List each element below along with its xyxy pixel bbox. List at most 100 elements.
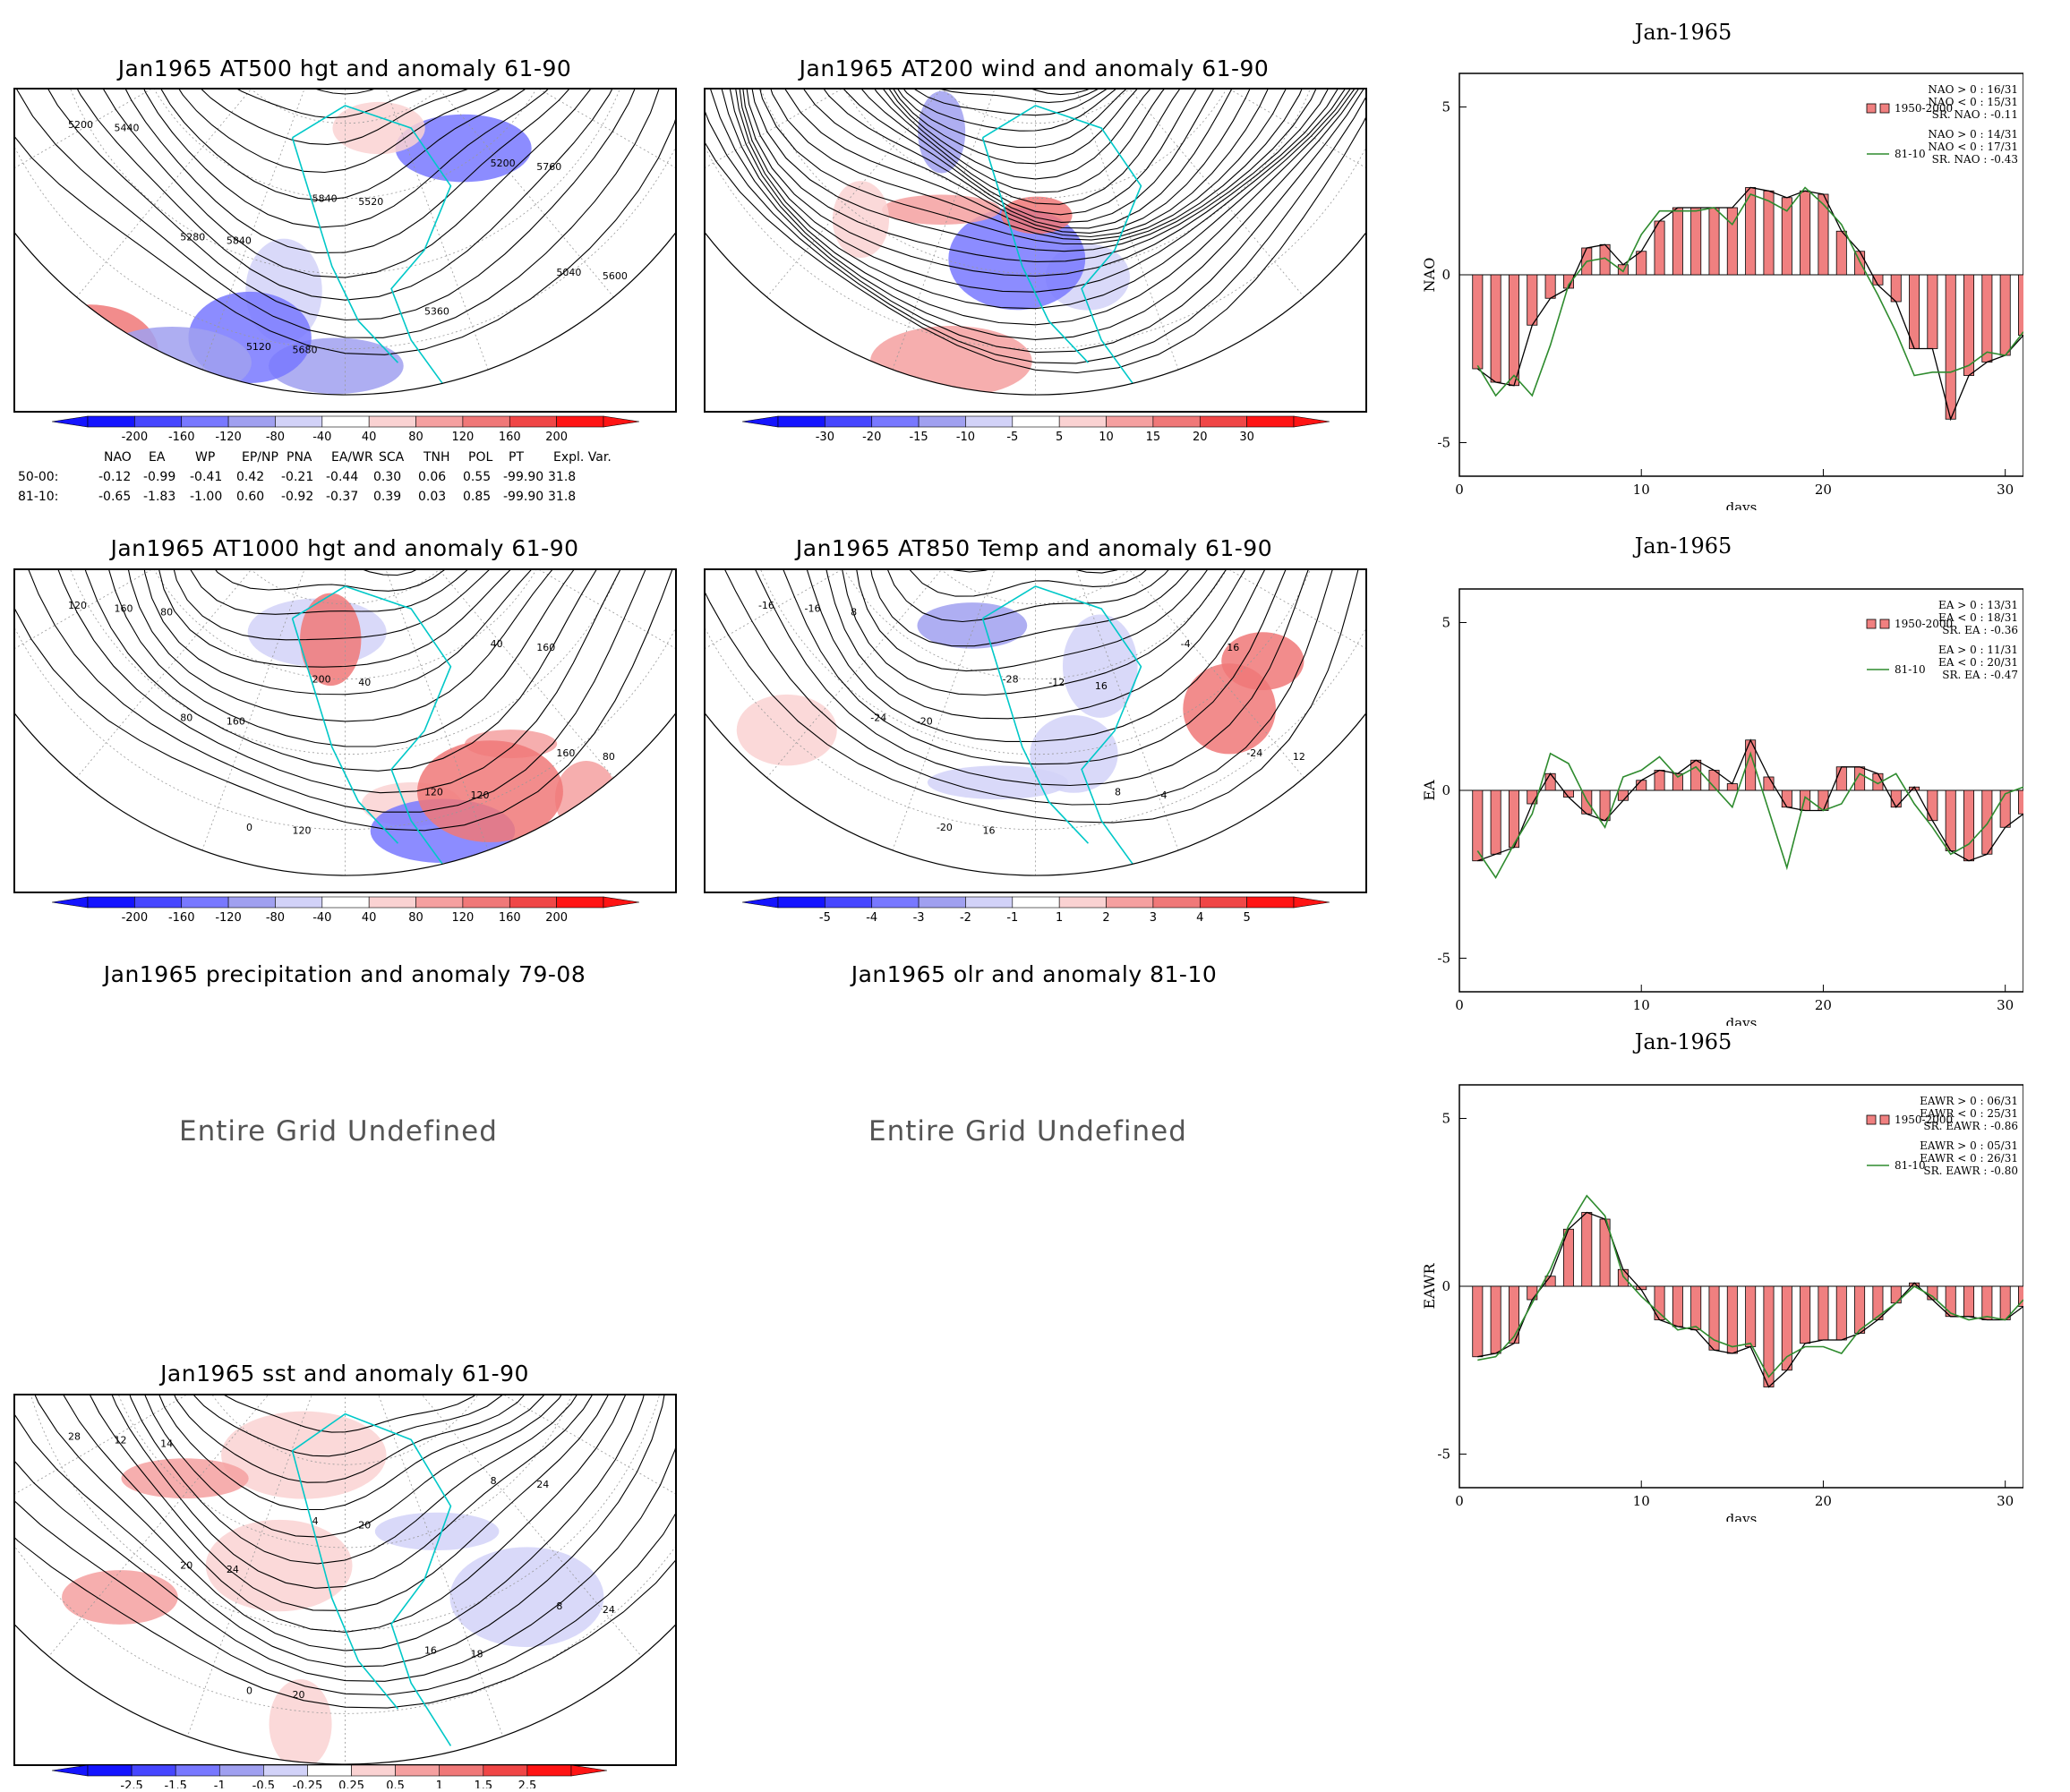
bar [1544, 274, 1556, 299]
bar [1654, 770, 1665, 791]
contour-label: 5280 [180, 232, 205, 243]
index-table-cell: 0.03 [418, 490, 447, 504]
contour-label: 40 [491, 638, 503, 650]
colorbar-swatch [321, 415, 370, 428]
index-table-cell: -0.41 [190, 470, 223, 484]
contour-label: 20 [358, 1519, 371, 1531]
colorbar-high-arrow [1293, 415, 1330, 428]
contour-line [791, 90, 1262, 229]
contour-line [15, 1395, 675, 1709]
bar [1835, 1285, 1847, 1341]
contour-label: 12 [115, 1435, 127, 1446]
y-axis-label: NAO [1424, 258, 1438, 293]
colorbar-tick-label: -200 [122, 431, 149, 444]
colorbar-swatch [1246, 896, 1295, 909]
colorbar-swatch [509, 896, 557, 909]
colorbar-swatch [825, 896, 873, 909]
bar [1690, 207, 1702, 276]
contour-line [15, 90, 675, 355]
legend-stat: NAO < 0 : 17/31 [1928, 141, 2018, 153]
contour-line [81, 570, 636, 747]
legend-stat: NAO > 0 : 14/31 [1928, 128, 2018, 141]
legend-line-label: 81-10 [1895, 148, 1926, 160]
contour-line [93, 1395, 617, 1589]
x-tick-label: 10 [1633, 997, 1650, 1013]
map-panel-200 [704, 88, 1367, 413]
contour-label: 14 [160, 1438, 173, 1450]
bar [1708, 207, 1720, 276]
contour-line [66, 1395, 631, 1611]
bar [1945, 1285, 1956, 1318]
bar [1472, 1285, 1484, 1358]
contour-label: -4 [1181, 638, 1191, 650]
colorbar-200: -30 -20 -15 -10 -5 5 10 15 20 30 [741, 414, 1330, 450]
legend-stat: SR. NAO : -0.11 [1932, 108, 2018, 121]
index-table-cell: 0.55 [463, 470, 492, 484]
contour-label: 16 [983, 824, 996, 836]
colorbar-high-arrow [1293, 896, 1330, 909]
colorbar-low-arrow [51, 1764, 89, 1777]
contour-label: 80 [603, 751, 615, 763]
legend-stat: EAWR > 0 : 06/31 [1920, 1095, 2018, 1107]
colorbar-tick-label: -20 [862, 431, 881, 444]
colorbar-tick-label: 0.5 [386, 1779, 405, 1788]
colorbar-swatch [1152, 415, 1201, 428]
colorbar-low-arrow [51, 896, 89, 909]
map-title-500: Jan1965 AT500 hgt and anomaly 61-90 [117, 55, 572, 81]
bar [1562, 789, 1574, 798]
contour-line [861, 570, 1244, 647]
contour-line [116, 1395, 601, 1565]
y-tick-label: 5 [1441, 1111, 1450, 1127]
x-tick-label: 0 [1455, 1493, 1464, 1509]
colorbar-svg: -200 -160 -120 -80 -40 40 80 120 160 200 [51, 896, 640, 925]
contour-line [706, 90, 1365, 374]
colorbar-tick-label: -120 [215, 431, 242, 444]
colorbar-tick-label: -5 [1006, 431, 1018, 444]
colorbar-tick-label: 4 [1196, 911, 1203, 925]
series-line-81-10 [1477, 1194, 2023, 1378]
contour-line [159, 90, 556, 174]
x-axis-label: days [1726, 1015, 1758, 1026]
colorbar-tick-label: 120 [451, 431, 474, 444]
colorbar-tick-label: -40 [312, 431, 331, 444]
colorbar-tick-label: 1 [1056, 911, 1063, 925]
anomaly-shading [300, 593, 362, 687]
index-table-cell: -0.92 [281, 490, 314, 504]
map-boundary [15, 713, 675, 876]
legend-line-label: 81-10 [1895, 663, 1926, 676]
contour-label: 20 [293, 1689, 305, 1701]
bar [1927, 1285, 1938, 1301]
index-table-cell: -0.99 [143, 470, 176, 484]
anomaly-shading [221, 1411, 387, 1499]
meridian-line [1035, 90, 1365, 187]
contour-label: 20 [180, 1560, 192, 1572]
contour-line [706, 570, 1365, 823]
colorbar-swatch [351, 1764, 396, 1777]
contour-line [73, 90, 629, 278]
contour-line [893, 90, 1190, 103]
contour-line [804, 90, 1256, 223]
contour-label: 16 [424, 1644, 437, 1656]
colorbar-low-arrow [741, 415, 779, 428]
bar [1818, 193, 1829, 276]
colorbar-swatch [556, 896, 604, 909]
colorbar-tick-label: -200 [122, 911, 149, 925]
contour-label: 16 [1095, 680, 1108, 692]
x-tick-label: 0 [1455, 482, 1464, 498]
contour-line [817, 570, 1286, 696]
colorbar-swatch [1106, 415, 1154, 428]
legend-bar-label: 1950-2000 [1895, 1114, 1953, 1126]
legend-stat: NAO < 0 : 15/31 [1928, 96, 2018, 108]
y-tick-label: -5 [1437, 1446, 1450, 1463]
colorbar-swatch [483, 1764, 528, 1777]
colorbar-swatch [871, 896, 920, 909]
contour-line [174, 90, 535, 145]
colorbar-tick-label: -3 [913, 911, 925, 925]
index-table-header: EA/WR [331, 450, 373, 465]
anomaly-shading [374, 1512, 500, 1551]
map-panel-sst: 28 4 8 0 8 20 16 12 20 24 20 24 24 18 14 [13, 1394, 677, 1766]
index-table-header: EA [149, 450, 166, 465]
bar [1636, 251, 1647, 276]
ts-title-nao: Jan-1965 [1634, 20, 1732, 45]
colorbar-tick-label: -2.5 [120, 1779, 142, 1788]
